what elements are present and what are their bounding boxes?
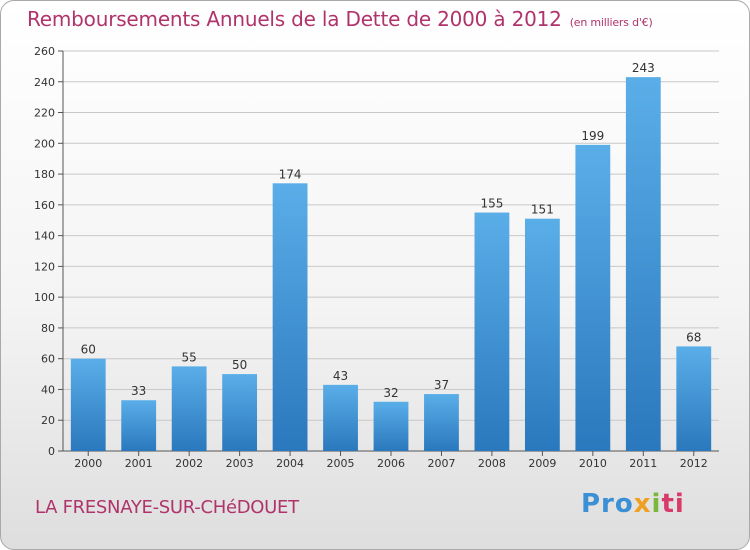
x-tick-label-2007: 2007 (427, 457, 455, 470)
bar-layer (70, 77, 712, 452)
x-tick-label-2011: 2011 (629, 457, 657, 470)
bar-2008 (474, 212, 510, 451)
bar-2009 (524, 218, 560, 451)
logo-part-1: Pro (581, 489, 634, 519)
y-tick-label-240: 240 (34, 76, 55, 89)
y-tick-label-120: 120 (34, 260, 55, 273)
data-label-2002: 55 (182, 350, 197, 364)
data-label-2012: 68 (686, 330, 701, 344)
data-label-2004: 174 (279, 167, 302, 181)
x-tick-label-2004: 2004 (276, 457, 304, 470)
y-tick-label-40: 40 (41, 383, 55, 396)
y-tick-label-100: 100 (34, 291, 55, 304)
x-tick-label-2006: 2006 (377, 457, 405, 470)
data-label-2007: 37 (434, 378, 449, 392)
logo-part-2: x (633, 489, 652, 519)
y-tick-label-20: 20 (41, 414, 55, 427)
x-tick-label-2002: 2002 (175, 457, 203, 470)
x-tick-label-2010: 2010 (579, 457, 607, 470)
y-tick-label-220: 220 (34, 107, 55, 120)
bar-2004 (272, 183, 308, 452)
bar-2006 (373, 401, 409, 451)
y-tick-label-60: 60 (41, 353, 55, 366)
x-tick-label-2000: 2000 (74, 457, 102, 470)
data-label-2009: 151 (531, 203, 554, 217)
x-tick-label-2012: 2012 (680, 457, 708, 470)
x-tick-label-2003: 2003 (226, 457, 254, 470)
data-label-2010: 199 (581, 129, 604, 143)
bar-2001 (121, 400, 157, 451)
y-tick-label-160: 160 (34, 199, 55, 212)
data-label-2003: 50 (232, 358, 247, 372)
bar-2005 (323, 384, 358, 451)
x-tick-label-2008: 2008 (478, 457, 506, 470)
bar-2007 (424, 394, 459, 451)
y-tick-label-0: 0 (48, 445, 55, 458)
y-tick-label-200: 200 (34, 137, 55, 150)
chart-title: Remboursements Annuels de la Dette de 20… (27, 7, 653, 31)
y-tick-label-80: 80 (41, 322, 55, 335)
data-label-2011: 243 (632, 61, 655, 75)
data-label-2001: 33 (131, 384, 146, 398)
x-tick-label-2001: 2001 (125, 457, 153, 470)
logo-part-3: i (651, 489, 662, 519)
label-layer: 60 33 55 50 174 43 32 37 155 151 199 243 68 (81, 61, 702, 400)
data-label-2005: 43 (333, 369, 348, 383)
proxiti-logo: Proxiti (581, 489, 685, 519)
y-tick-label-260: 260 (34, 45, 55, 58)
x-tick-label-2009: 2009 (528, 457, 556, 470)
data-label-2008: 155 (480, 197, 503, 211)
bar-2010 (575, 144, 611, 451)
bar-2002 (171, 366, 207, 451)
logo-part-4: ti (661, 489, 685, 519)
bar-2012 (676, 346, 712, 451)
y-tick-label-180: 180 (34, 168, 55, 181)
data-label-2000: 60 (81, 343, 96, 357)
bar-2000 (70, 358, 106, 451)
commune-name: LA FRESNAYE-SUR-CHéDOUET (35, 497, 299, 518)
data-label-2006: 32 (383, 386, 398, 400)
y-tick-label-140: 140 (34, 230, 55, 243)
chart-title-text: Remboursements Annuels de la Dette de 20… (27, 7, 562, 31)
chart-unit-note: (en milliers d'€) (569, 16, 653, 29)
x-tick-label-2005: 2005 (327, 457, 355, 470)
bar-2011 (625, 77, 661, 452)
bar-2003 (222, 374, 258, 451)
